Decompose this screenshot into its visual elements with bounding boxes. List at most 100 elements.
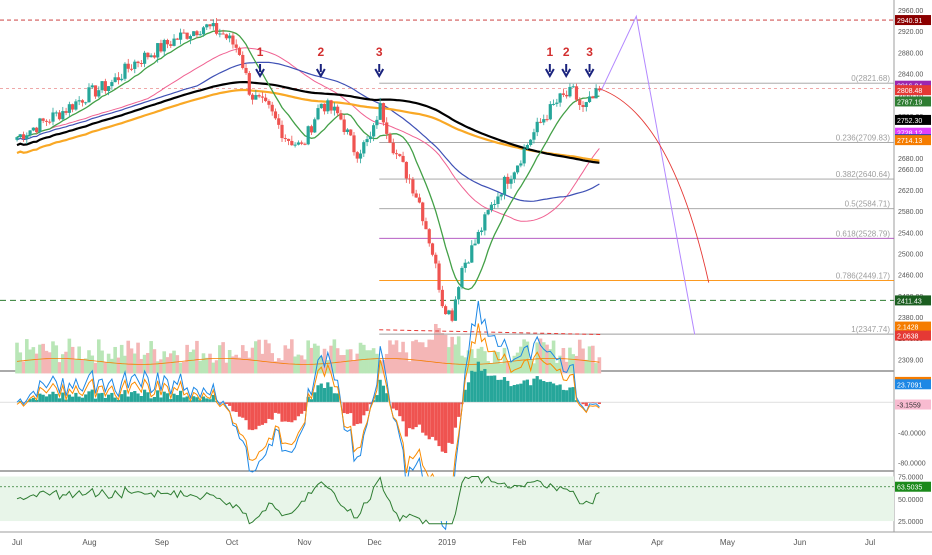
macd-hist-bar: [202, 397, 205, 403]
price-tick-label: 2540.00: [898, 230, 923, 237]
macd-hist-bar: [45, 396, 48, 402]
volume-bar: [77, 346, 81, 373]
candle-body: [320, 104, 323, 108]
candle-body: [526, 145, 529, 149]
macd-hist-bar: [280, 402, 283, 422]
candle-body: [565, 95, 568, 96]
candle-body: [35, 128, 38, 132]
time-tick-label: 2019: [438, 538, 456, 547]
price-tag-label: 2787.19: [897, 99, 922, 106]
candle-body: [372, 125, 375, 136]
volume-bar: [480, 347, 484, 374]
candle-body: [114, 77, 117, 82]
volume-bar: [516, 353, 520, 374]
candle-body: [61, 111, 64, 119]
volume-bar: [153, 349, 157, 373]
volume-bar: [74, 360, 78, 374]
candle-body: [225, 34, 228, 38]
macd-hist-bar: [104, 398, 107, 402]
macd-hist-bar: [424, 402, 427, 435]
volume-bar: [61, 354, 65, 373]
macd-hist-bar: [441, 402, 444, 452]
candle-body: [575, 86, 578, 99]
candle-body: [123, 64, 126, 79]
macd-hist-bar: [238, 402, 241, 417]
volume-bar: [169, 353, 173, 373]
candle-body: [437, 263, 440, 289]
candle-body: [401, 156, 404, 162]
macd-hist-bar: [94, 399, 97, 403]
candle-body: [513, 172, 516, 179]
candle-body: [398, 154, 401, 156]
macd-hist-bar: [506, 381, 509, 402]
macd-hist-bar: [487, 376, 490, 402]
peak-number-label: 2: [563, 45, 570, 59]
macd-hist-bar: [61, 393, 64, 403]
volume-bar: [120, 345, 124, 373]
candle-body: [473, 244, 476, 246]
volume-bar: [594, 363, 598, 373]
volume-bar: [499, 363, 503, 373]
candle-body: [483, 214, 486, 230]
macd-hist-bar: [470, 371, 473, 402]
volume-bar: [405, 352, 409, 373]
volume-bar: [339, 355, 343, 373]
macd-tag-label: 23.7091: [897, 382, 922, 389]
macd-hist-bar: [316, 385, 319, 402]
macd-hist-bar: [97, 393, 100, 402]
macd-hist-bar: [444, 402, 447, 453]
volume-bar: [234, 355, 238, 374]
volume-bar: [156, 361, 160, 373]
macd-hist-bar: [274, 402, 277, 413]
volume-bar: [32, 347, 36, 373]
volume-bar: [293, 357, 297, 374]
candle-body: [176, 39, 179, 40]
candle-body: [454, 299, 457, 320]
time-tick-label: Jul: [865, 538, 875, 547]
candle-body: [307, 126, 310, 144]
macd-hist-bar: [100, 393, 103, 402]
candle-body: [532, 132, 535, 140]
candle-body: [277, 118, 280, 125]
candle-body: [169, 44, 172, 46]
candle-body: [117, 77, 120, 80]
candle-body: [25, 135, 28, 139]
rsi-tag-label: 63.5035: [897, 485, 922, 492]
volume-bar: [333, 339, 337, 373]
macd-hist-bar: [172, 394, 175, 402]
candle-body: [375, 120, 378, 125]
macd-hist-bar: [153, 397, 156, 402]
volume-bar: [342, 355, 346, 373]
volume-bar: [185, 345, 189, 374]
candle-body: [559, 93, 562, 102]
volume-bar: [162, 351, 166, 373]
candle-body: [496, 196, 499, 204]
candle-body: [503, 177, 506, 195]
candle-body: [195, 31, 198, 35]
candle-body: [264, 98, 267, 101]
macd-hist-bar: [290, 402, 293, 422]
volume-bar: [205, 358, 209, 374]
candle-body: [388, 134, 391, 143]
macd-hist-bar: [150, 398, 153, 402]
volume-bar: [58, 362, 62, 373]
volume-bar: [94, 363, 98, 374]
macd-hist-bar: [123, 390, 126, 402]
macd-hist-bar: [254, 402, 257, 429]
candle-body: [22, 134, 25, 139]
volume-bar: [208, 354, 212, 374]
volume-bar: [159, 359, 163, 373]
candle-body: [300, 142, 303, 143]
volume-bar: [117, 358, 121, 374]
macd-hist-bar: [156, 390, 159, 402]
macd-hist-bar: [258, 402, 261, 426]
volume-bar: [388, 340, 392, 373]
macd-hist-bar: [346, 402, 349, 414]
peak-number-label: 1: [257, 45, 264, 59]
macd-hist-bar: [333, 393, 336, 402]
candle-body: [127, 64, 130, 69]
macd-hist-bar: [509, 386, 512, 402]
volume-bar: [257, 340, 261, 374]
macd-hist-bar: [284, 402, 287, 421]
